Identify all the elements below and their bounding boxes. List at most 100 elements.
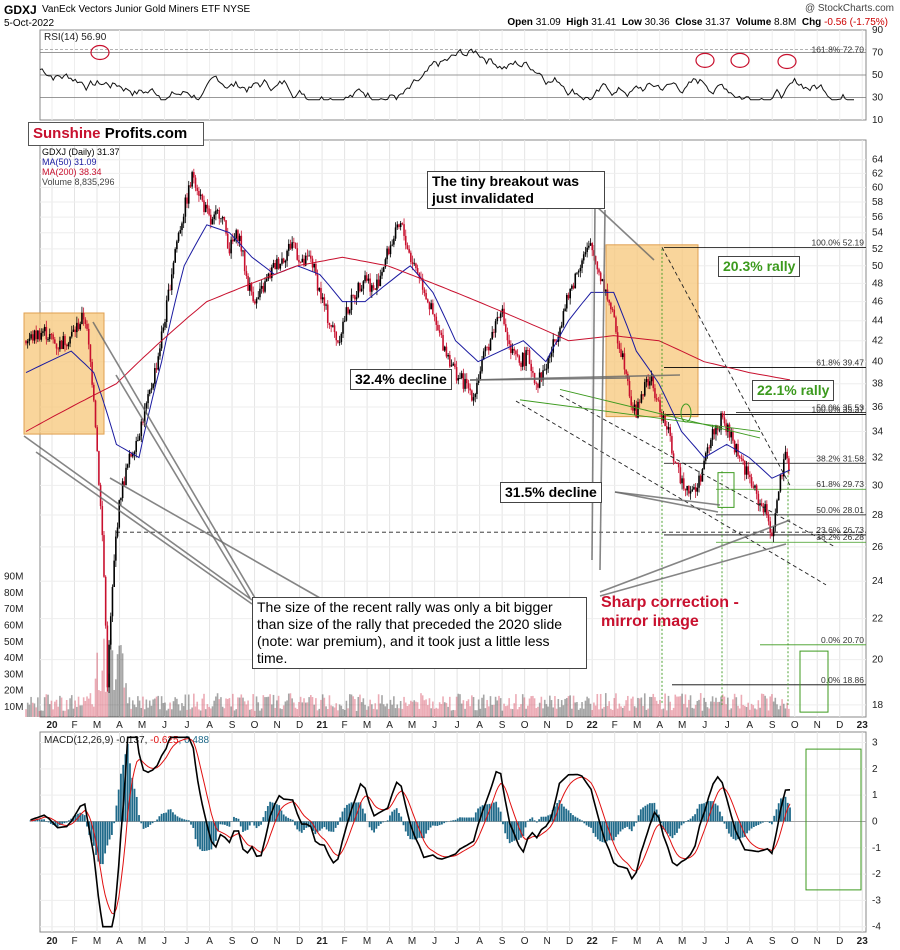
volume-bar [410, 700, 412, 717]
callout-pointer-9 [23, 435, 253, 601]
macd-hist-bar [495, 801, 498, 822]
macd-hist-bar [316, 821, 319, 833]
volume-bar [477, 699, 480, 717]
macd-hist-bar [667, 821, 669, 834]
macd-x-tick: 22 [587, 936, 599, 947]
volume-bar [533, 698, 536, 717]
candle-body [411, 262, 414, 265]
volume-bar [170, 709, 173, 717]
macd-hist-bar [743, 821, 746, 837]
volume-bar [550, 700, 553, 717]
macd-hist-bar [585, 821, 588, 826]
volume-bar [620, 706, 622, 717]
volume-bar [628, 710, 631, 717]
candle-body [508, 340, 510, 345]
candle-body [562, 311, 565, 326]
candle-body [221, 216, 224, 219]
volume-bar [760, 693, 763, 717]
price-x-tick: M [408, 720, 416, 731]
candle-body [752, 486, 755, 488]
volume-bar [396, 704, 399, 717]
price-x-tick: J [702, 720, 707, 731]
candle-body [338, 342, 341, 343]
macd-hist-bar [79, 812, 82, 822]
candle-body [67, 343, 70, 347]
candle-body [126, 464, 129, 468]
callout-pointer-8 [115, 374, 251, 599]
candle-body [198, 190, 200, 196]
candle-body [749, 474, 751, 478]
volume-bar [650, 697, 653, 717]
volume-bar [445, 702, 448, 717]
price-x-tick: 20 [46, 720, 58, 731]
volume-bar [710, 701, 712, 717]
volume-bar [393, 696, 395, 717]
candle-body [31, 334, 34, 341]
volume-bar [313, 704, 315, 717]
candle-body [642, 394, 644, 396]
callout-decline-31-5: 31.5% decline [500, 482, 602, 503]
macd-hist-bar [542, 816, 545, 822]
candle-body [433, 314, 436, 317]
volume-bar [184, 694, 187, 717]
candle-body [99, 484, 102, 507]
macd-hist-bar [221, 821, 224, 825]
macd-hist-bar [427, 821, 430, 831]
price-y-tick: 34 [872, 427, 884, 438]
volume-bar [213, 700, 215, 717]
volume-bar [560, 700, 563, 717]
volume-bar [545, 704, 548, 717]
candle-body [360, 288, 363, 292]
volume-bar [308, 697, 310, 717]
volume-bar [352, 696, 354, 717]
volume-bar [72, 708, 75, 717]
volume-bar [87, 698, 90, 717]
macd-y-tick: 3 [872, 738, 878, 749]
volume-bar [40, 710, 43, 717]
candle-body [459, 378, 461, 379]
candle-body [387, 248, 390, 255]
candle-body [91, 361, 93, 385]
macd-hist-bar [337, 821, 339, 825]
volume-bar [698, 699, 700, 717]
macd-hist-bar [524, 821, 527, 828]
volume-bar [372, 708, 375, 717]
macd-hist-bar [535, 821, 538, 823]
fib-level-label: 50.0% 35.53 [816, 403, 864, 413]
macd-hist-bar [368, 821, 371, 828]
macd-hist-bar [750, 821, 753, 829]
volume-bar [504, 706, 507, 717]
macd-x-tick: A [206, 936, 213, 947]
volume-bar [688, 699, 690, 717]
candle-body [757, 493, 760, 506]
volume-bar [459, 694, 461, 717]
price-x-axis [51, 30, 863, 932]
candle-body [115, 536, 117, 561]
candle-body [170, 274, 173, 291]
candle-body [559, 327, 561, 337]
macd-hist-bar [716, 805, 719, 822]
volume-bar [537, 706, 539, 717]
macd-hist-bar [194, 821, 197, 840]
macd-hist-bar [219, 821, 222, 825]
macd-hist-bar [382, 821, 385, 823]
candle-body [404, 235, 407, 246]
volume-bar [94, 678, 97, 717]
candle-body [150, 388, 153, 390]
macd-hist-bar [49, 821, 52, 824]
candle-body [788, 458, 790, 471]
candle-body [481, 359, 483, 372]
macd-hist-bar [619, 821, 622, 832]
volume-bar [203, 693, 205, 717]
volume-bar [296, 709, 299, 717]
volume-bar [574, 702, 577, 717]
price-x-tick: D [566, 720, 573, 731]
volume-bar [208, 706, 210, 717]
candle-body [310, 255, 312, 259]
candle-body [415, 263, 417, 269]
macd-hist-bar [452, 820, 455, 822]
candle-body [767, 514, 770, 522]
macd-x-tick: A [386, 936, 393, 947]
macd-hist-bar [235, 817, 238, 822]
callout-pointer-10 [35, 451, 253, 605]
